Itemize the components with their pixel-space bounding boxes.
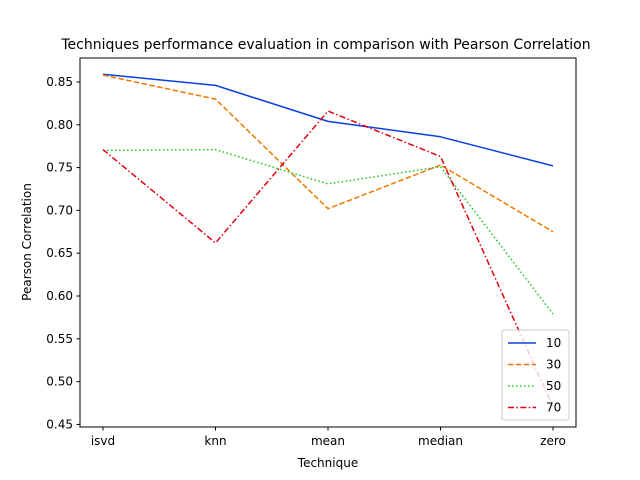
y-tick-label: 0.50 <box>46 375 73 389</box>
y-tick-label: 0.75 <box>46 161 73 175</box>
legend: 10 30 50 70 <box>501 329 570 421</box>
y-tick-label: 0.45 <box>46 417 73 431</box>
x-tick-label: median <box>418 434 463 448</box>
y-tick-label: 0.70 <box>46 203 73 217</box>
legend-box <box>501 329 570 421</box>
y-axis: 0.45 0.50 0.55 0.60 0.65 0.70 0.75 0.80 0.85 <box>46 75 80 431</box>
x-tick-label: isvd <box>91 434 115 448</box>
series-line-30 <box>102 74 554 233</box>
y-tick-label: 0.60 <box>46 289 73 303</box>
y-tick-label: 0.65 <box>46 246 73 260</box>
series-line-70 <box>102 110 554 407</box>
legend-label-70: 70 <box>546 401 561 415</box>
y-axis-label: Pearson Correlation <box>20 183 34 301</box>
y-tick-label: 0.85 <box>46 75 73 89</box>
chart-title: Techniques performance evaluation in com… <box>60 37 590 53</box>
x-axis: isvd knn mean median zero <box>91 427 566 448</box>
legend-label-10: 10 <box>546 336 561 350</box>
x-tick-label: knn <box>204 434 226 448</box>
x-tick-label: mean <box>311 434 345 448</box>
series-line-10 <box>102 73 554 167</box>
x-tick-label: zero <box>540 434 566 448</box>
x-axis-label: Technique <box>297 456 358 470</box>
series-lines <box>102 73 554 407</box>
y-tick-label: 0.80 <box>46 118 73 132</box>
legend-label-30: 30 <box>546 358 561 372</box>
y-tick-label: 0.55 <box>46 332 73 346</box>
series-line-50 <box>102 148 554 315</box>
legend-label-50: 50 <box>546 379 561 393</box>
